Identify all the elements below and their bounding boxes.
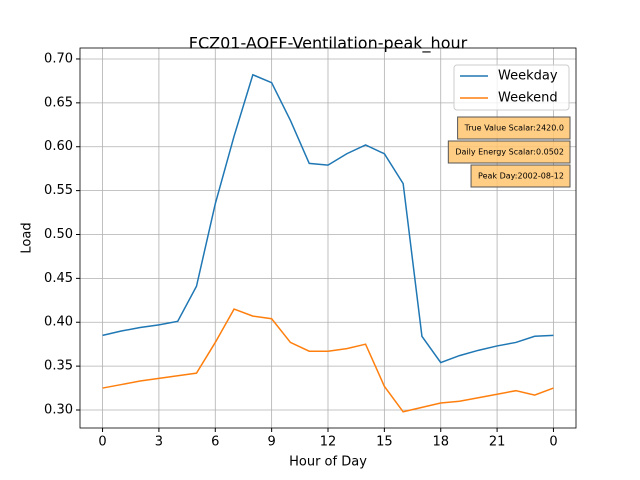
y-tick-label: 0.45 [44, 271, 73, 286]
x-tick-label: 3 [155, 435, 163, 450]
annotation: True Value Scalar:2420.0 [457, 116, 571, 140]
annotation-box [457, 116, 571, 140]
x-tick-label: 15 [376, 435, 393, 450]
y-tick-label: 0.30 [44, 403, 73, 418]
annotation-box [470, 164, 571, 188]
annotation-text: True Value Scalar:2420.0 [464, 124, 564, 133]
x-tick-label: 0 [98, 435, 106, 450]
annotation: Daily Energy Scalar:0.0502 [447, 140, 571, 164]
y-tick-label: 0.50 [44, 227, 73, 242]
y-tick-label: 0.40 [44, 315, 73, 330]
x-axis-label: Hour of Day [289, 455, 367, 470]
y-tick-label: 0.65 [44, 95, 73, 110]
y-tick-label: 0.70 [44, 51, 73, 66]
annotation-text: Daily Energy Scalar:0.0502 [455, 148, 564, 157]
x-tick-label: 9 [267, 435, 275, 450]
plot-frame [79, 47, 577, 429]
x-tick-label: 21 [489, 435, 506, 450]
line-series [102, 73, 554, 364]
annotation: Peak Day:2002-08-12 [470, 164, 571, 188]
x-tick-label: 0 [549, 435, 557, 450]
legend-label: Weekend [498, 91, 558, 106]
y-tick-label: 0.60 [44, 139, 73, 154]
chart-title: FCZ01-AOFF-Ventilation-peak_hour [189, 34, 468, 54]
y-tick-label: 0.35 [44, 359, 73, 374]
annotation-text: Peak Day:2002-08-12 [478, 172, 564, 181]
x-tick-label: 6 [211, 435, 219, 450]
y-axis-label: Load [20, 222, 35, 253]
legend-label: Weekday [498, 69, 558, 84]
annotation-box [447, 140, 571, 164]
x-tick-label: 12 [320, 435, 337, 450]
y-tick-label: 0.55 [44, 183, 73, 198]
line-series [102, 308, 554, 413]
x-tick-label: 18 [432, 435, 449, 450]
